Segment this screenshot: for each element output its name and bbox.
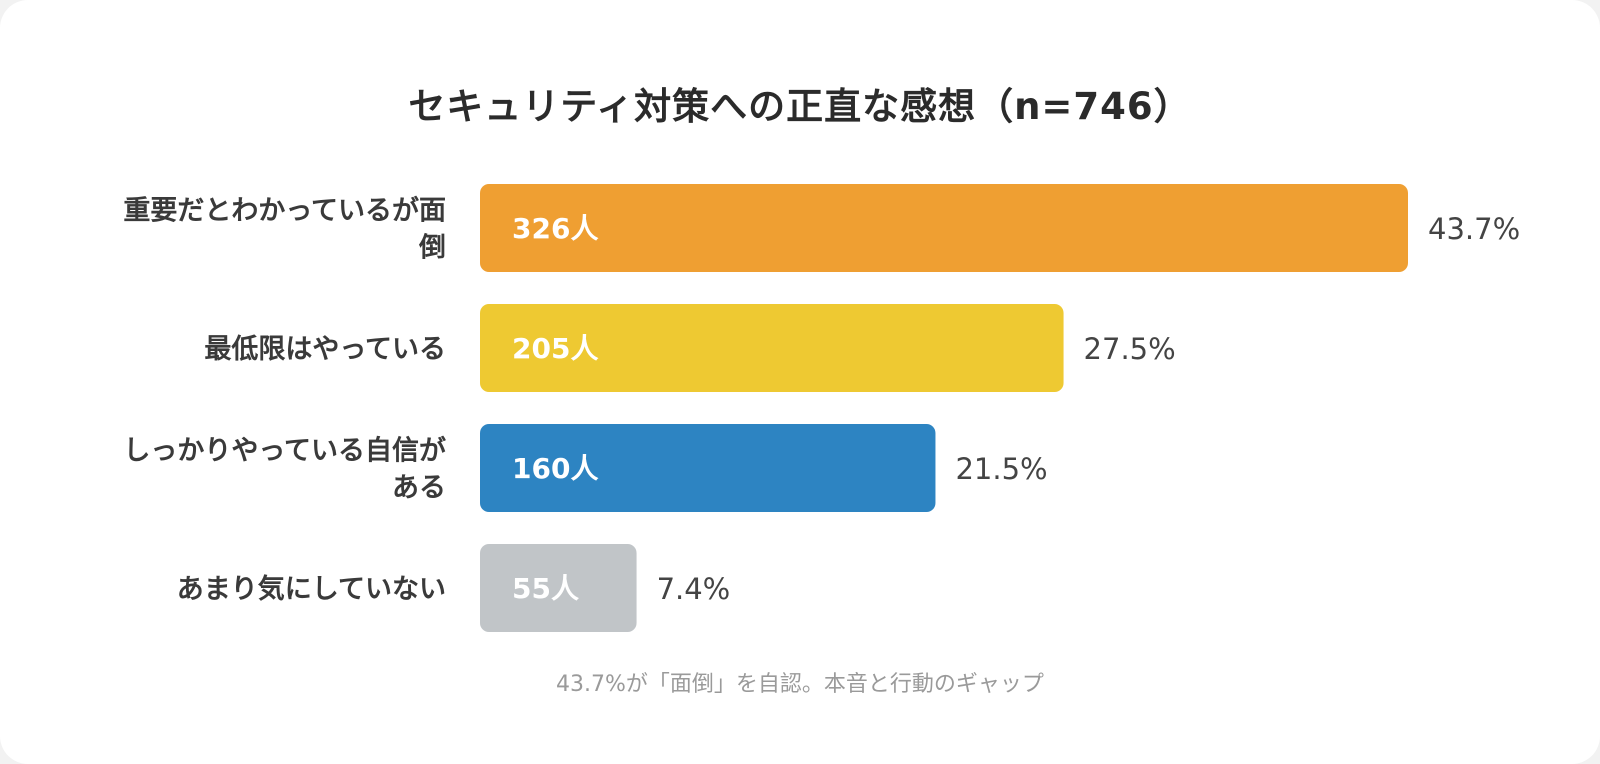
category-label-line: 重要だとわかっているが面 bbox=[123, 195, 446, 227]
percentage-label-4: 7.4% bbox=[657, 572, 731, 606]
category-label-line: ある bbox=[392, 473, 446, 504]
category-label-line: しっかりやっている自信が bbox=[123, 435, 446, 467]
bar-2 bbox=[480, 304, 1064, 392]
category-label-line: 最低限はやっている bbox=[204, 334, 446, 365]
category-label-1: 重要だとわかっているが面倒 bbox=[123, 195, 446, 264]
category-label-3: しっかりやっている自信がある bbox=[123, 435, 446, 504]
category-label-2: 最低限はやっている bbox=[204, 334, 446, 365]
bar-4 bbox=[480, 544, 637, 632]
chart-title: セキュリティ対策への正直な感想（n=746） bbox=[408, 85, 1192, 128]
percentage-label-3: 21.5% bbox=[955, 452, 1047, 486]
bar-value-label-3: 160人 bbox=[512, 452, 598, 485]
percentage-label-2: 27.5% bbox=[1084, 332, 1176, 366]
bar-1 bbox=[480, 184, 1408, 272]
bar-3 bbox=[480, 424, 936, 512]
percentage-label-1: 43.7% bbox=[1428, 212, 1520, 246]
category-label-line: あまり気にしていない bbox=[177, 573, 446, 605]
chart-caption: 43.7%が「面倒」を自認。本音と行動のギャップ bbox=[556, 672, 1044, 697]
bar-value-label-4: 55人 bbox=[512, 572, 579, 605]
bar-value-label-2: 205人 bbox=[512, 332, 598, 365]
bar-value-label-1: 326人 bbox=[512, 212, 598, 245]
category-label-line: 倒 bbox=[418, 233, 446, 264]
category-label-4: あまり気にしていない bbox=[177, 573, 446, 605]
